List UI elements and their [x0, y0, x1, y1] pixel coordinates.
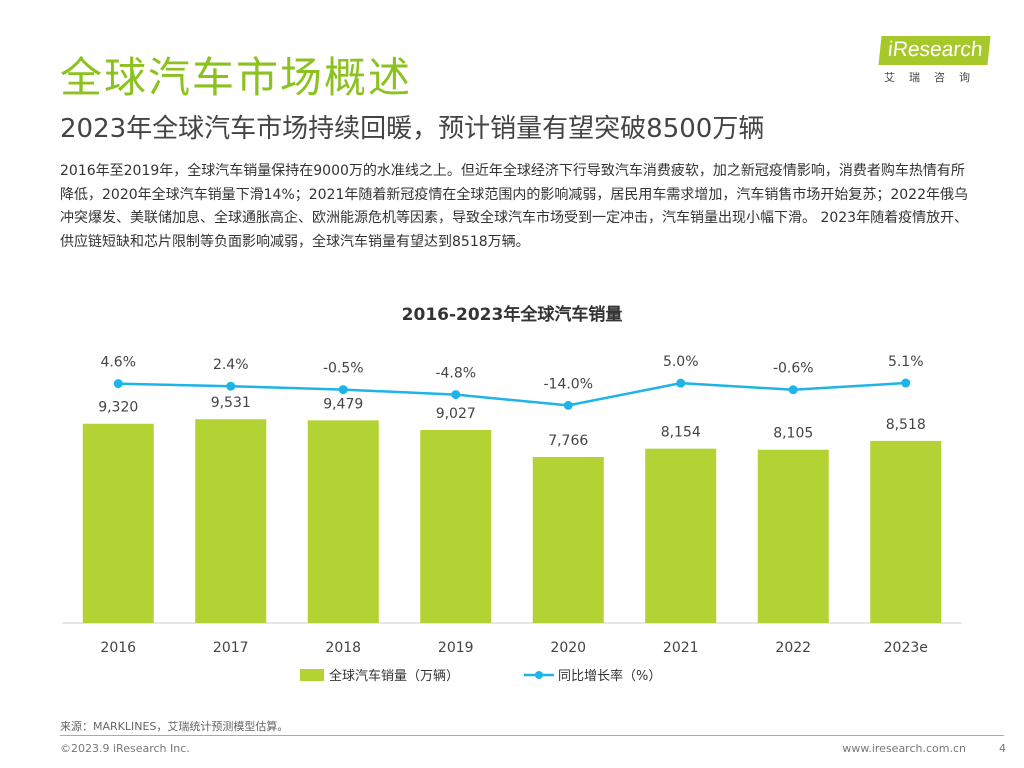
bar-label-2020: 7,766: [548, 433, 588, 449]
bar-label-2018: 9,479: [323, 396, 363, 412]
page-subtitle: 2023年全球汽车市场持续回暖，预计销量有望突破8500万辆: [60, 114, 765, 144]
growth-point-2021: [676, 378, 686, 388]
growth-label-2019: -4.8%: [435, 366, 476, 382]
growth-line: [118, 381, 906, 407]
bar-2020: [532, 456, 604, 623]
legend-line-marker: [535, 671, 543, 679]
x-tick-2019: 2019: [438, 640, 474, 656]
bar-label-2022: 8,105: [773, 426, 813, 442]
legend-bar-label: 全球汽车销量（万辆）: [329, 668, 459, 684]
legend-bar-swatch: [300, 669, 324, 681]
iresearch-logo: iResearch 艾瑞咨询: [878, 36, 991, 85]
footer-divider: [60, 735, 1004, 736]
x-tick-2017: 2017: [213, 640, 249, 656]
growth-point-2019: [451, 390, 461, 400]
source-note: 来源：MARKLINES，艾瑞统计预测模型估算。: [60, 720, 289, 733]
growth-label-2016: 4.6%: [100, 355, 136, 371]
growth-label-2017: 2.4%: [213, 357, 249, 373]
x-tick-2022: 2022: [775, 640, 811, 656]
page-number: 4: [999, 742, 1006, 755]
growth-point-2022: [788, 385, 798, 395]
x-tick-2016: 2016: [100, 640, 136, 656]
website-link[interactable]: www.iresearch.com.cn: [842, 742, 966, 755]
growth-point-2016: [113, 379, 123, 389]
bar-2021: [645, 448, 717, 623]
bar-label-2016: 9,320: [98, 400, 138, 416]
bar-2016: [82, 423, 154, 623]
growth-label-2021: 5.0%: [663, 354, 699, 370]
x-tick-2018: 2018: [325, 640, 361, 656]
bar-2017: [195, 419, 267, 623]
bar-label-2021: 8,154: [661, 425, 701, 441]
logo-cn: 艾瑞咨询: [884, 71, 984, 84]
growth-point-2017: [226, 381, 236, 391]
x-tick-2021: 2021: [663, 640, 699, 656]
summary-paragraph: 2016年至2019年，全球汽车销量保持在9000万的水准线之上。但近年全球经济…: [60, 163, 969, 250]
growth-point-2018: [338, 385, 348, 395]
bar-label-2019: 9,027: [436, 406, 476, 422]
growth-label-2022: -0.6%: [773, 361, 814, 377]
copyright: ©2023.9 iResearch Inc.: [60, 742, 190, 755]
bar-label-2017: 9,531: [211, 395, 251, 411]
growth-point-2023e: [901, 378, 911, 388]
page-title: 全球汽车市场概述: [60, 53, 413, 102]
bar-2018: [307, 420, 379, 623]
bar-2023e: [870, 440, 942, 623]
growth-point-2020: [563, 400, 573, 410]
growth-label-2020: -14.0%: [543, 376, 593, 392]
x-tick-2020: 2020: [550, 640, 586, 656]
growth-label-2018: -0.5%: [323, 361, 364, 377]
x-tick-2023e: 2023e: [884, 640, 928, 656]
chart-title: 2016-2023年全球汽车销量: [402, 304, 623, 325]
bar-label-2023e: 8,518: [886, 417, 926, 433]
growth-label-2023e: 5.1%: [888, 354, 924, 370]
bar-2022: [757, 449, 829, 623]
legend-line-label: 同比增长率（%）: [558, 668, 661, 684]
bar-2019: [420, 430, 492, 623]
